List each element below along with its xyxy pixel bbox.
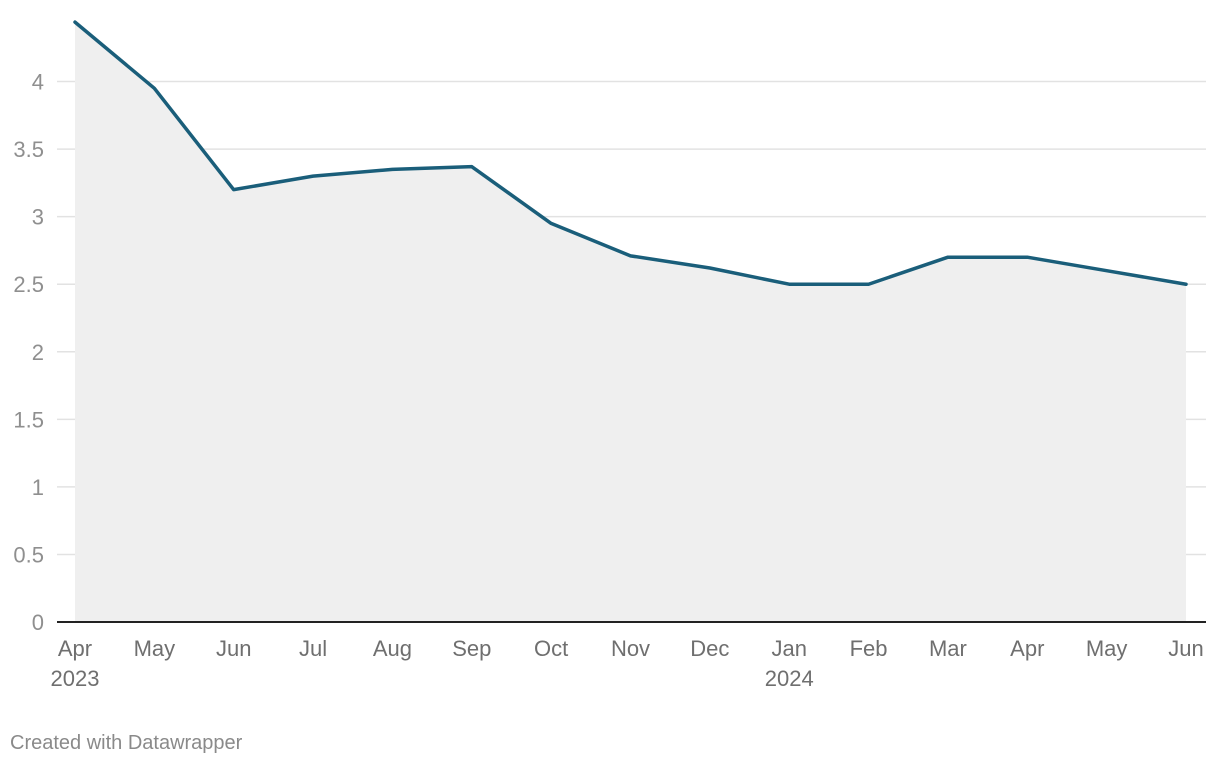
x-tick-label: Feb <box>850 636 888 661</box>
x-year-label: 2023 <box>51 666 100 691</box>
area-fill <box>75 22 1186 622</box>
x-tick-label: Jul <box>299 636 327 661</box>
x-tick-label: Apr <box>1010 636 1044 661</box>
x-tick-label: Jun <box>1168 636 1203 661</box>
x-tick-label: Aug <box>373 636 412 661</box>
x-axis-tick-labels: Apr May Jun Jul Aug Sep Oct Nov Dec Jan Feb Mar Apr M… <box>51 636 1204 691</box>
y-tick-label: 4 <box>32 70 44 95</box>
x-tick-label: Oct <box>534 636 568 661</box>
x-tick-label: Mar <box>929 636 967 661</box>
y-tick-label: 3.5 <box>13 137 44 162</box>
x-tick-label: Dec <box>690 636 729 661</box>
y-tick-label: 0.5 <box>13 542 44 567</box>
area-fill-layer <box>75 22 1186 622</box>
y-tick-label: 1 <box>32 475 44 500</box>
y-axis-tick-labels: 0 0.5 1 1.5 2 2.5 3 3.5 4 <box>13 70 44 635</box>
x-year-label: 2024 <box>765 666 814 691</box>
y-tick-label: 0 <box>32 610 44 635</box>
x-tick-label: Jun <box>216 636 251 661</box>
series-line-layer <box>73 20 1188 286</box>
datawrapper-credit: Created with Datawrapper <box>10 732 243 754</box>
x-tick-label: Nov <box>611 636 650 661</box>
x-tick-label: Apr <box>58 636 92 661</box>
x-tick-label: Jan <box>771 636 806 661</box>
series-line <box>73 20 1188 286</box>
y-tick-label: 3 <box>32 205 44 230</box>
x-tick-label: May <box>1086 636 1128 661</box>
x-tick-label: May <box>134 636 176 661</box>
x-tick-label: Sep <box>452 636 491 661</box>
y-tick-label: 2.5 <box>13 272 44 297</box>
y-tick-label: 1.5 <box>13 407 44 432</box>
y-tick-label: 2 <box>32 340 44 365</box>
